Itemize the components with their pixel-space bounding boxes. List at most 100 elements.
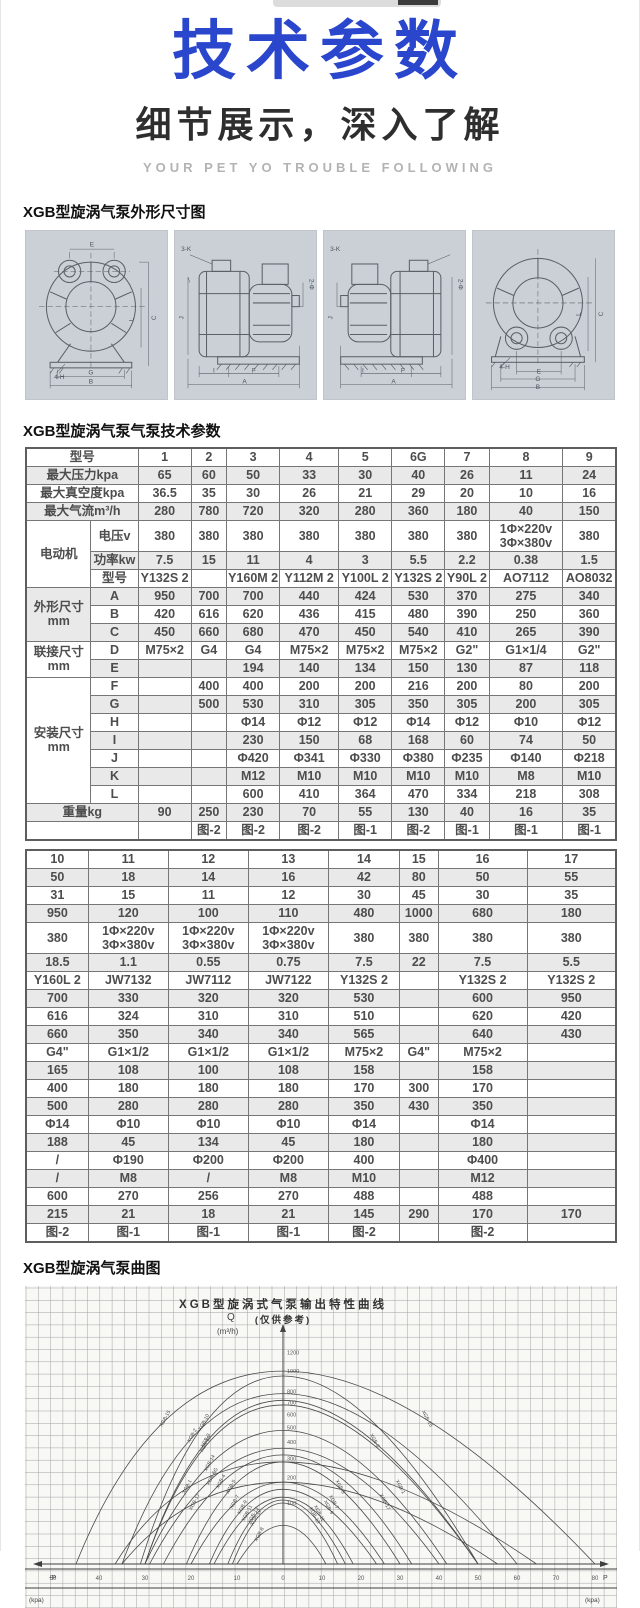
curve-label: XGB-4: [215, 1473, 227, 1489]
dimension-label: L: [576, 312, 583, 316]
performance-curve: [75, 1370, 596, 1564]
y-tick-label: 400: [287, 1440, 296, 1446]
table-row: 18.5 1.1 0.55 0.75 7.5 22 7.5 5.5: [25, 952, 617, 972]
table-row: 最大气流m³/h 280 780 720 320 280 360 180 40 150: [25, 501, 617, 521]
spec-cell: 18.5: [25, 952, 89, 972]
spec-cell: 15: [87, 885, 169, 905]
spec-cell: 26: [444, 465, 490, 485]
curve-chart-art: XGB型旋涡式气泵输出特性曲线(仅供参考)Q(m³/h)120010008007…: [25, 1285, 617, 1608]
spec-cell: 188: [25, 1132, 89, 1152]
spec-cell: Y132S 2: [391, 568, 446, 588]
spec-cell: 950: [25, 903, 89, 923]
y-tick-label: 600: [287, 1412, 296, 1418]
spec-cell: 380: [391, 519, 446, 552]
spec-cell: 68: [338, 730, 393, 750]
spec-cell: 410: [444, 622, 490, 642]
spec-cell: 1Φ×220v 3Φ×380v: [167, 921, 249, 954]
spec-cell: 470: [391, 784, 446, 804]
spec-cell: Φ140: [488, 748, 564, 768]
row-group-label: 电动机: [25, 519, 92, 588]
spec-cell: 170: [526, 1204, 617, 1224]
spec-cell: [399, 1186, 439, 1206]
spec-cell: 390: [444, 604, 490, 624]
spec-cell: 340: [247, 1024, 329, 1044]
spec-cell: 87: [488, 658, 564, 678]
top-edge-remnant-dark: [398, 0, 438, 5]
spec-cell: 440: [279, 586, 340, 606]
spec-cell: 380: [399, 921, 439, 954]
spec-cell: 3: [338, 550, 393, 570]
spec-cell: Φ341: [279, 748, 340, 768]
table-row: 最大压力kpa 65 60 50 33 30 40 26 11 24: [25, 465, 617, 485]
spec-cell: M10: [562, 766, 617, 786]
spec-cell: Φ10: [247, 1114, 329, 1134]
spec-cell: 1Φ×220v 3Φ×380v: [247, 921, 329, 954]
spec-cell: Y160L 2: [25, 970, 89, 990]
spec-cell: 340: [167, 1024, 249, 1044]
spec-cell: 180: [526, 903, 617, 923]
dimension-label: C: [151, 315, 158, 320]
dimension-label: I: [362, 367, 364, 374]
row-label: 最大压力kpa: [25, 465, 139, 485]
spec-cell: 7: [444, 447, 490, 467]
spec-cell: 450: [338, 622, 393, 642]
y-axis-unit: (m³/h): [217, 1327, 239, 1336]
spec-cell: 380: [137, 519, 192, 552]
spec-cell: 700: [25, 988, 89, 1008]
performance-curve: [190, 1481, 385, 1564]
spec-cell: 194: [226, 658, 281, 678]
spec-cell: 80: [399, 867, 439, 887]
side-view-art: 3-K J 2-Φ I FA: [178, 246, 315, 388]
spec-cell: JW7122: [247, 970, 329, 990]
spec-cell: 4: [279, 447, 340, 467]
spec-cell: Y132S 2: [526, 970, 617, 990]
spec-cell: 45: [399, 885, 439, 905]
y-tick-label: 800: [287, 1389, 296, 1395]
spec-cell: 290: [399, 1204, 439, 1224]
page-tagline: YOUR PET YO TROUBLE FOLLOWING: [142, 159, 498, 175]
spec-cell: 250: [488, 604, 564, 624]
spec-cell: 130: [444, 658, 490, 678]
x-tick-label: 60: [514, 1576, 521, 1582]
spec-cell: 图-2: [25, 1222, 89, 1243]
spec-cell: Φ12: [279, 712, 340, 732]
spec-cell: 616: [190, 604, 228, 624]
section-title-curves: XGB型旋涡气泵曲图: [23, 1259, 161, 1277]
spec-cell: 5.5: [391, 550, 446, 570]
table-row: 图-2 图-1 图-1 图-1 图-2 图-2: [25, 1222, 617, 1243]
spec-cell: 565: [327, 1024, 401, 1044]
spec-cell: M75×2: [279, 640, 340, 660]
x-tick-label: 40: [436, 1576, 443, 1582]
spec-cell: AO8032: [562, 568, 617, 588]
table-row: 图-2 图-2 图-2 图-1 图-2 图-1 图-1 图-1: [25, 820, 617, 841]
spec-cell: 480: [391, 604, 446, 624]
dimension-label: 4-H: [499, 363, 510, 370]
row-label: G: [90, 694, 139, 714]
table-row: J Φ420 Φ341 Φ330 Φ380 Φ235 Φ140 Φ218: [26, 748, 617, 768]
performance-curve: [227, 1499, 346, 1564]
performance-curve: [144, 1404, 479, 1564]
spec-cell: 380: [327, 921, 401, 954]
spec-cell: 1.1: [87, 952, 169, 972]
spec-cell: 660: [190, 622, 228, 642]
spec-cell: 170: [327, 1078, 401, 1098]
spec-cell: [399, 1132, 439, 1152]
spec-cell: 270: [87, 1186, 169, 1206]
spec-cell: [526, 1150, 617, 1170]
spec-cell: 图-2: [391, 820, 446, 841]
spec-cell: 200: [562, 676, 617, 696]
spec-cell: 380: [444, 519, 490, 552]
spec-cell: 380: [190, 519, 228, 552]
row-label: 电压v: [90, 519, 139, 552]
spec-cell: 13: [247, 849, 329, 869]
spec-cell: Φ235: [444, 748, 490, 768]
spec-cell: 324: [87, 1006, 169, 1026]
dimension-label: C: [598, 311, 605, 316]
row-label: 重量kg: [25, 802, 139, 822]
x-tick-zero: 0: [281, 1576, 285, 1582]
table-row: 500 280 280 280 350 430 350: [25, 1096, 617, 1116]
spec-cell: 500: [190, 694, 228, 714]
spec-cell: G2": [562, 640, 617, 660]
dimension-label: E: [537, 368, 542, 375]
